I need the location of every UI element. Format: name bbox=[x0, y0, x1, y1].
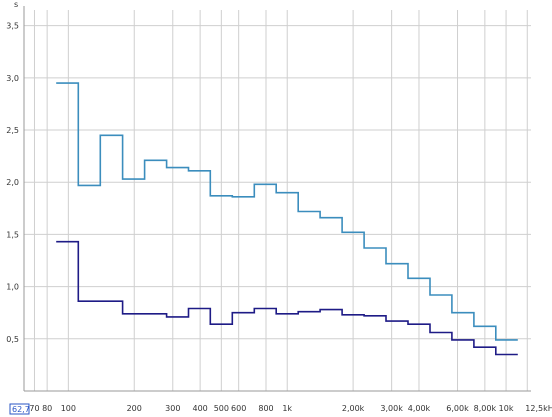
series-upper-line bbox=[56, 82, 518, 341]
series-group bbox=[56, 82, 518, 356]
y-tick-label: 3,5 bbox=[6, 22, 19, 31]
x-tick-label: 100 bbox=[61, 404, 76, 413]
y-tick-label: 1,0 bbox=[6, 283, 19, 292]
vertical-gridlines bbox=[33, 10, 528, 391]
x-tick-labels: 70 80 100 200 300 400 500 600 800 1k 2,00k 3,00k 4,0… bbox=[29, 404, 552, 413]
x-readout-field[interactable]: 62,7 bbox=[9, 403, 30, 415]
x-tick-label: 400 bbox=[192, 404, 207, 413]
x-tick-label: 2,00k bbox=[342, 404, 365, 413]
x-readout-value: 62,7 bbox=[12, 405, 30, 414]
axes bbox=[23, 6, 531, 392]
x-tick-label: 600 bbox=[231, 404, 246, 413]
x-tick-label: 800 bbox=[258, 404, 273, 413]
x-tick-label: 6,00k bbox=[446, 404, 469, 413]
x-readout-box[interactable] bbox=[9, 403, 30, 415]
y-tick-labels: 0,5 1,0 1,5 2,0 2,5 3,0 3,5 bbox=[6, 22, 19, 344]
x-tick-label: 500 bbox=[214, 404, 229, 413]
x-tick-label: 300 bbox=[165, 404, 180, 413]
x-tick-label: 8,00k bbox=[474, 404, 497, 413]
y-tick-label: 3,0 bbox=[6, 74, 19, 83]
y-unit-label: s bbox=[14, 0, 18, 9]
horizontal-gridlines bbox=[24, 25, 531, 340]
x-tick-label: 70 bbox=[29, 404, 39, 413]
x-tick-label: 1k bbox=[282, 404, 292, 413]
x-tick-label: 10k bbox=[499, 404, 514, 413]
y-tick-label: 0,5 bbox=[6, 335, 19, 344]
y-tick-label: 2,5 bbox=[6, 126, 19, 135]
x-tick-label: 12,5kHz bbox=[525, 404, 552, 413]
y-tick-label: 2,0 bbox=[6, 178, 19, 187]
x-tick-label: 3,00k bbox=[380, 404, 403, 413]
x-tick-label: 80 bbox=[42, 404, 52, 413]
series-lower-line bbox=[56, 240, 518, 356]
x-tick-label: 200 bbox=[127, 404, 142, 413]
x-tick-label: 4,00k bbox=[408, 404, 431, 413]
y-tick-label: 1,5 bbox=[6, 230, 19, 239]
